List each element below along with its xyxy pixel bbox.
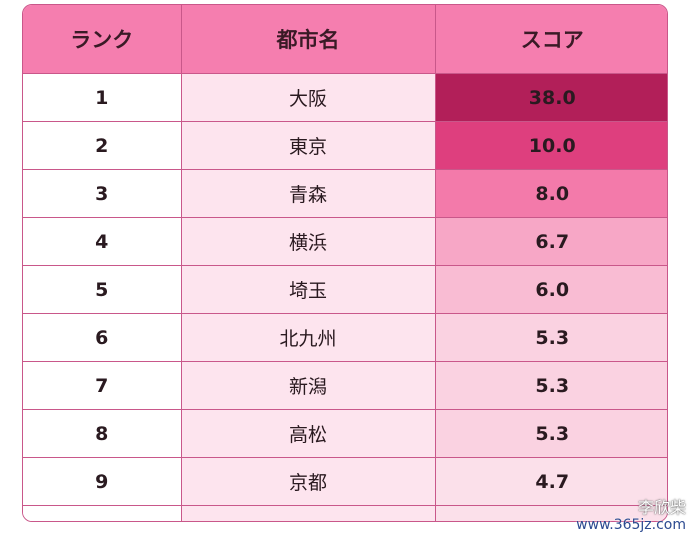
city-cell: 東京: [181, 121, 436, 170]
header-rank: ランク: [23, 5, 182, 74]
rank-cell: 1: [23, 73, 182, 122]
table-row: 4 横浜 6.7: [23, 217, 667, 266]
table-row: 3 青森 8.0: [23, 169, 667, 218]
table-header-row: ランク 都市名 スコア: [23, 5, 667, 74]
watermark: 李欣柴 www.365jz.com: [576, 498, 686, 534]
table-row: 2 東京 10.0: [23, 121, 667, 170]
watermark-url: www.365jz.com: [576, 517, 686, 533]
header-city: 都市名: [181, 5, 436, 74]
score-cell: 6.7: [435, 217, 667, 266]
rank-cell: 5: [23, 265, 182, 314]
rank-cell: 7: [23, 361, 182, 410]
watermark-name: 李欣柴: [637, 498, 686, 517]
table-row: 6 北九州 5.3: [23, 313, 667, 362]
table-row: 9 京都 4.7: [23, 457, 667, 506]
ranking-table-container: ランク 都市名 スコア 1 大阪 38.0 2 東京 10.0 3 青森 8.0 4 横浜 6.7 5 埼…: [22, 4, 668, 522]
table-row: 8 高松 5.3: [23, 409, 667, 458]
table-body: 1 大阪 38.0 2 東京 10.0 3 青森 8.0 4 横浜 6.7 5 埼玉 6.0 6 北九州 5.3 7…: [23, 73, 667, 521]
score-cell: 38.0: [435, 73, 667, 122]
ranking-table: ランク 都市名 スコア 1 大阪 38.0 2 東京 10.0 3 青森 8.0 4 横浜 6.7 5 埼…: [23, 5, 667, 521]
rank-cell: 9: [23, 457, 182, 506]
score-cell: 10.0: [435, 121, 667, 170]
city-cell: 岡山: [181, 505, 436, 521]
city-cell: 高松: [181, 409, 436, 458]
score-cell: 5.3: [435, 313, 667, 362]
rank-cell: 2: [23, 121, 182, 170]
city-cell: 大阪: [181, 73, 436, 122]
city-cell: 埼玉: [181, 265, 436, 314]
city-cell: 京都: [181, 457, 436, 506]
rank-cell: 3: [23, 169, 182, 218]
rank-cell: 6: [23, 313, 182, 362]
table-row: 1 大阪 38.0: [23, 73, 667, 122]
city-cell: 青森: [181, 169, 436, 218]
score-cell: 4.7: [435, 457, 667, 506]
score-cell: 5.3: [435, 409, 667, 458]
score-cell: 5.3: [435, 361, 667, 410]
city-cell: 横浜: [181, 217, 436, 266]
score-cell: 4.7: [435, 505, 667, 521]
table-row: 10岡山4.7: [23, 505, 667, 521]
rank-cell: 4: [23, 217, 182, 266]
city-cell: 新潟: [181, 361, 436, 410]
score-cell: 8.0: [435, 169, 667, 218]
header-score: スコア: [435, 5, 667, 74]
rank-cell: 10: [23, 505, 182, 521]
score-cell: 6.0: [435, 265, 667, 314]
rank-cell: 8: [23, 409, 182, 458]
table-row: 7 新潟 5.3: [23, 361, 667, 410]
city-cell: 北九州: [181, 313, 436, 362]
table-row: 5 埼玉 6.0: [23, 265, 667, 314]
